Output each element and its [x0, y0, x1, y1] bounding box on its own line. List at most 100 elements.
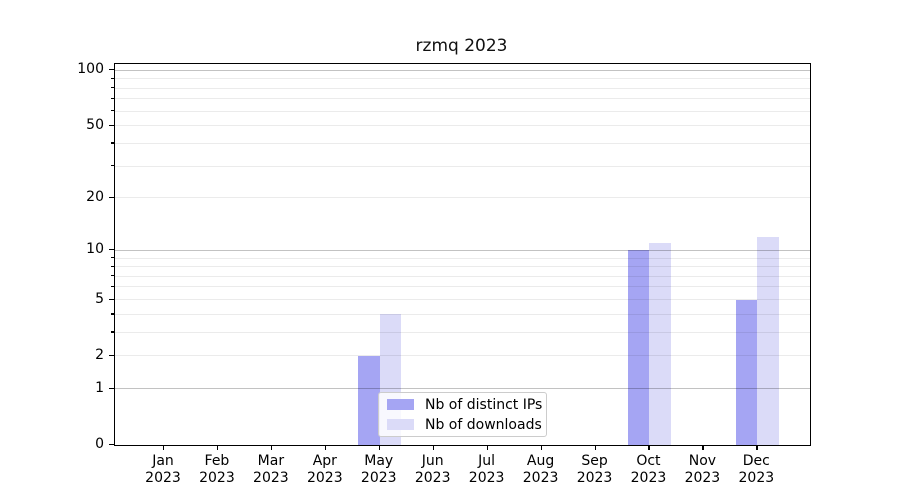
- chart-title: rzmq 2023: [415, 36, 508, 56]
- ytick-minor-mark-8: [111, 265, 114, 267]
- minor-gridline-50: [115, 125, 810, 127]
- xtick-mark-nov: [702, 445, 704, 450]
- ytick-mark-0: [109, 444, 114, 446]
- xtick-mark-sep: [594, 445, 596, 450]
- ytick-label-5: 5: [95, 290, 104, 307]
- xtick-year-mar: 2023: [253, 469, 289, 486]
- xtick-label-oct: Oct 2023: [620, 453, 676, 486]
- xtick-mark-jun: [432, 445, 434, 450]
- ytick-mark-2: [109, 354, 114, 356]
- minor-gridline-60: [115, 110, 810, 112]
- xtick-year-sep: 2023: [576, 469, 613, 486]
- xtick-mark-may: [378, 445, 380, 450]
- xtick-mark-apr: [324, 445, 326, 450]
- xtick-year-may: 2023: [360, 469, 397, 486]
- bar-ips-oct: [627, 250, 650, 445]
- ytick-label-50: 50: [86, 116, 104, 133]
- downloads-swatch: [387, 419, 414, 430]
- ytick-minor-mark-7: [111, 275, 114, 277]
- ytick-minor-mark-60: [111, 110, 114, 112]
- plot-area: Nb of distinct IPs Nb of downloads: [114, 63, 811, 446]
- xtick-label-jul: Jul 2023: [459, 453, 515, 486]
- legend-label-downloads: Nb of downloads: [425, 416, 542, 433]
- ytick-mark-1: [109, 387, 114, 389]
- xtick-year-oct: 2023: [630, 469, 667, 486]
- xtick-label-aug: Aug 2023: [513, 453, 569, 486]
- minor-gridline-7: [115, 275, 810, 277]
- xtick-label-mar: Mar 2023: [243, 453, 299, 486]
- xtick-mark-oct: [648, 445, 650, 450]
- ytick-mark-10: [109, 249, 114, 251]
- xtick-label-may: May 2023: [351, 453, 407, 486]
- bar-ips-may: [358, 355, 380, 445]
- ytick-mark-50: [109, 124, 114, 126]
- xtick-label-jan: Jan 2023: [135, 453, 191, 486]
- bars-layer: [115, 64, 810, 445]
- xtick-year-jan: 2023: [145, 469, 181, 486]
- ytick-minor-mark-30: [111, 165, 114, 167]
- ytick-label-100: 100: [77, 61, 104, 78]
- ytick-minor-mark-6: [111, 285, 114, 288]
- xtick-label-feb: Feb 2023: [189, 453, 245, 486]
- minor-gridline-2: [115, 355, 810, 357]
- ytick-mark-20: [109, 196, 114, 198]
- minor-gridline-5: [115, 299, 810, 300]
- minor-gridline-90: [115, 78, 810, 80]
- ytick-mark-100: [109, 69, 114, 71]
- xtick-mark-aug: [540, 445, 542, 450]
- bar-downloads-oct: [649, 243, 671, 445]
- xtick-label-jun: Jun 2023: [405, 453, 461, 486]
- minor-gridline-4: [115, 313, 810, 315]
- legend-item-downloads: Nb of downloads: [387, 417, 542, 433]
- major-gridline-100: [115, 69, 810, 71]
- xtick-label-dec: Dec 2023: [728, 453, 784, 486]
- xtick-year-apr: 2023: [306, 469, 343, 486]
- ytick-minor-mark-9: [111, 257, 114, 259]
- ytick-label-20: 20: [86, 188, 104, 205]
- xtick-mark-jul: [486, 445, 488, 450]
- xtick-mark-dec: [756, 445, 758, 450]
- ytick-minor-mark-3: [111, 331, 114, 333]
- xtick-label-apr: Apr 2023: [297, 453, 353, 486]
- ytick-minor-mark-70: [111, 97, 114, 100]
- minor-gridline-6: [115, 286, 810, 288]
- ytick-label-2: 2: [95, 346, 104, 363]
- xtick-label-nov: Nov 2023: [674, 453, 730, 486]
- ytick-label-10: 10: [86, 241, 104, 258]
- xtick-year-dec: 2023: [738, 469, 775, 486]
- ytick-label-0: 0: [95, 436, 104, 452]
- major-gridline-10: [115, 249, 810, 251]
- ytick-label-1: 1: [95, 379, 104, 396]
- bar-ips-dec: [735, 299, 758, 445]
- ytick-minor-mark-4: [111, 313, 114, 315]
- xtick-label-sep: Sep 2023: [567, 453, 623, 486]
- major-gridline-1: [115, 388, 810, 390]
- xtick-mark-mar: [270, 445, 273, 450]
- xtick-year-feb: 2023: [199, 469, 235, 486]
- xtick-year-jun: 2023: [414, 469, 451, 486]
- minor-gridline-20: [115, 197, 810, 199]
- minor-gridline-40: [115, 142, 810, 144]
- grid-layer: [115, 64, 810, 445]
- minor-gridline-8: [115, 266, 810, 268]
- legend-label-distinct-ips: Nb of distinct IPs: [425, 396, 543, 413]
- bar-downloads-dec: [757, 236, 779, 445]
- xtick-year-aug: 2023: [522, 469, 559, 486]
- ytick-minor-mark-90: [111, 77, 114, 79]
- ytick-minor-mark-80: [111, 87, 114, 89]
- xtick-year-jul: 2023: [468, 469, 505, 486]
- legend-item-distinct-ips: Nb of distinct IPs: [387, 397, 542, 413]
- legend: Nb of distinct IPs Nb of downloads: [378, 392, 547, 437]
- ytick-minor-mark-40: [111, 142, 114, 144]
- minor-gridline-30: [115, 165, 810, 167]
- xtick-year-nov: 2023: [684, 469, 721, 486]
- minor-gridline-3: [115, 331, 810, 333]
- minor-gridline-70: [115, 98, 810, 100]
- minor-gridline-80: [115, 87, 810, 89]
- distinct-ips-swatch: [387, 399, 414, 410]
- xtick-mark-jan: [163, 445, 165, 450]
- xtick-mark-feb: [216, 445, 219, 450]
- ytick-mark-5: [109, 298, 114, 300]
- minor-gridline-9: [115, 257, 810, 259]
